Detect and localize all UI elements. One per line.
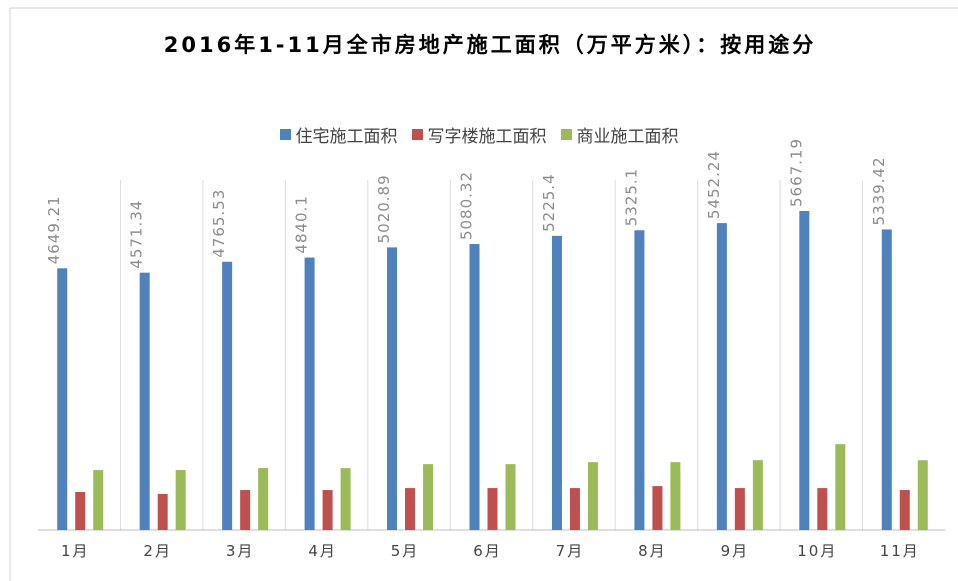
value-label: 4840.1 (293, 195, 311, 254)
value-label: 5020.89 (375, 174, 393, 243)
value-label: 5080.32 (458, 171, 476, 240)
bar (634, 230, 645, 531)
bar (340, 468, 351, 530)
value-label: 5452.24 (705, 150, 723, 219)
bar (752, 460, 763, 530)
bar (487, 488, 498, 530)
x-tick-label: 1月 (61, 542, 90, 560)
legend-label: 商业施工面积 (576, 127, 679, 147)
bar (258, 468, 269, 530)
bar (322, 490, 333, 530)
x-tick-label: 8月 (638, 542, 667, 560)
bar (423, 464, 434, 530)
legend-swatch (279, 129, 291, 140)
legend-item: 住宅施工面积 (279, 122, 398, 147)
chart-title: 2016年1-11月全市房地产施工面积（万平方米）：按用途分 (163, 33, 817, 57)
x-tick-label: 2月 (143, 542, 172, 560)
bar (505, 464, 516, 530)
bar (222, 261, 233, 530)
bar (817, 488, 828, 530)
bar (157, 493, 168, 530)
bar (75, 492, 86, 530)
bar (469, 244, 480, 530)
legend-item: 商业施工面积 (560, 122, 679, 147)
bar (304, 257, 315, 530)
x-tick-label: 4月 (308, 542, 337, 560)
x-tick-label: 5月 (391, 542, 420, 560)
x-tick-label: 11月 (880, 542, 920, 560)
bar (835, 444, 846, 530)
bar (93, 470, 104, 530)
bar (139, 272, 150, 530)
bar (175, 470, 186, 530)
bar (57, 268, 68, 530)
bar (387, 247, 398, 531)
value-label: 4765.53 (210, 189, 228, 258)
bar (734, 488, 745, 530)
bar (716, 223, 727, 530)
bar (917, 460, 928, 530)
value-label: 5339.42 (870, 156, 888, 225)
bar (899, 490, 910, 530)
bar (587, 462, 598, 530)
value-label: 5225.4 (540, 173, 558, 232)
x-tick-label: 9月 (721, 542, 750, 560)
legend-item: 写字楼施工面积 (411, 122, 547, 147)
bar (652, 486, 663, 530)
value-label: 5667.19 (787, 138, 805, 207)
value-label: 4571.34 (128, 200, 146, 269)
legend-label: 住宅施工面积 (295, 127, 398, 147)
x-tick-label: 3月 (226, 542, 255, 560)
bar (551, 235, 562, 531)
bar (240, 490, 251, 530)
bar (881, 229, 892, 530)
legend-swatch (560, 129, 572, 140)
bar (670, 462, 681, 530)
x-tick-label: 6月 (473, 542, 502, 560)
legend-swatch (411, 129, 423, 140)
bar (569, 488, 580, 530)
legend-label: 写字楼施工面积 (427, 127, 547, 147)
bar (405, 488, 416, 530)
value-label: 5325.1 (622, 168, 640, 227)
value-label: 4649.21 (45, 195, 63, 264)
x-tick-label: 7月 (556, 542, 585, 560)
x-tick-label: 10月 (797, 542, 837, 560)
legend: 住宅施工面积 写字楼施工面积 商业施工面积 (0, 122, 958, 147)
bar (799, 211, 810, 530)
